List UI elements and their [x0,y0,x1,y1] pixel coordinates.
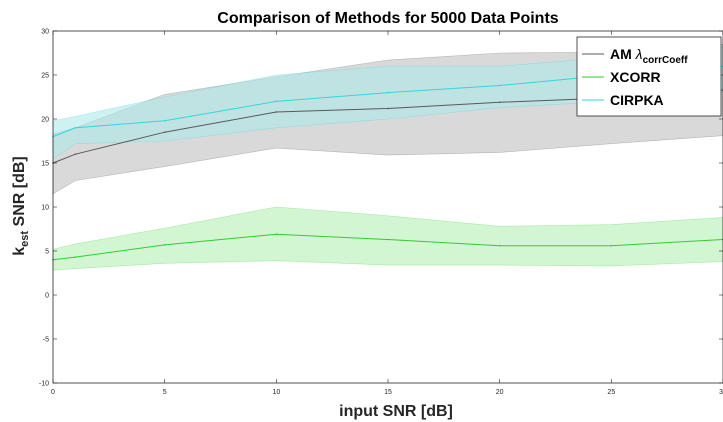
xcorr-line [52,233,723,261]
x-tick-label: 20 [496,389,504,396]
x-tick-label: 25 [607,389,615,396]
cirpka-point [74,127,77,129]
y-axis-label: kest SNR [dB] [11,156,31,255]
am-corrcoeff-point [74,153,77,155]
x-tick-label: 0 [51,389,55,396]
x-tick-label: 10 [272,389,280,396]
y-tick-label: 15 [41,161,49,168]
x-tick-label: 15 [384,389,392,396]
x-tick-label: 3 [719,389,723,396]
axis-ticks: 0 5 10 15 20 25 3 -10 -5 0 5 10 15 20 25 30 [39,29,723,396]
am-corrcoeff-point [498,101,501,104]
am-corrcoeff-point [275,111,278,113]
legend: AM λcorrCoeff XCORR CIRPKA [576,36,722,117]
xcorr-band [52,206,723,271]
x-tick-label: 5 [163,389,167,396]
y-tick-label: 25 [41,73,49,80]
xcorr-point [74,256,77,258]
y-tick-label: 5 [45,249,49,256]
legend-label-am-corrcoeff: AM λcorrCoeff [610,46,688,66]
xcorr-point [163,244,166,246]
xcorr-point [275,233,278,236]
legend-label-cirpka: CIRPKA [610,92,664,108]
xcorr-point [387,238,389,241]
am-corrcoeff-point [163,131,166,133]
y-tick-label: -10 [39,381,49,388]
cirpka-point [275,100,278,103]
x-axis-label: input SNR [dB] [339,403,453,420]
chart-title: Comparison of Methods for 5000 Data Poin… [217,10,558,27]
xcorr-point [498,244,501,247]
confidence-bands [52,43,723,271]
cirpka-point [163,119,166,122]
cirpka-point [498,84,501,87]
cirpka-band [52,45,723,160]
y-tick-label: -5 [43,337,49,344]
xcorr-point [610,244,613,247]
cirpka-point [387,91,389,94]
y-tick-label: 0 [45,293,49,300]
y-tick-label: 10 [41,205,49,212]
legend-label-xcorr: XCORR [610,69,661,85]
am-corrcoeff-point [387,107,389,110]
y-tick-label: 20 [41,117,49,124]
y-tick-label: 30 [41,29,49,36]
